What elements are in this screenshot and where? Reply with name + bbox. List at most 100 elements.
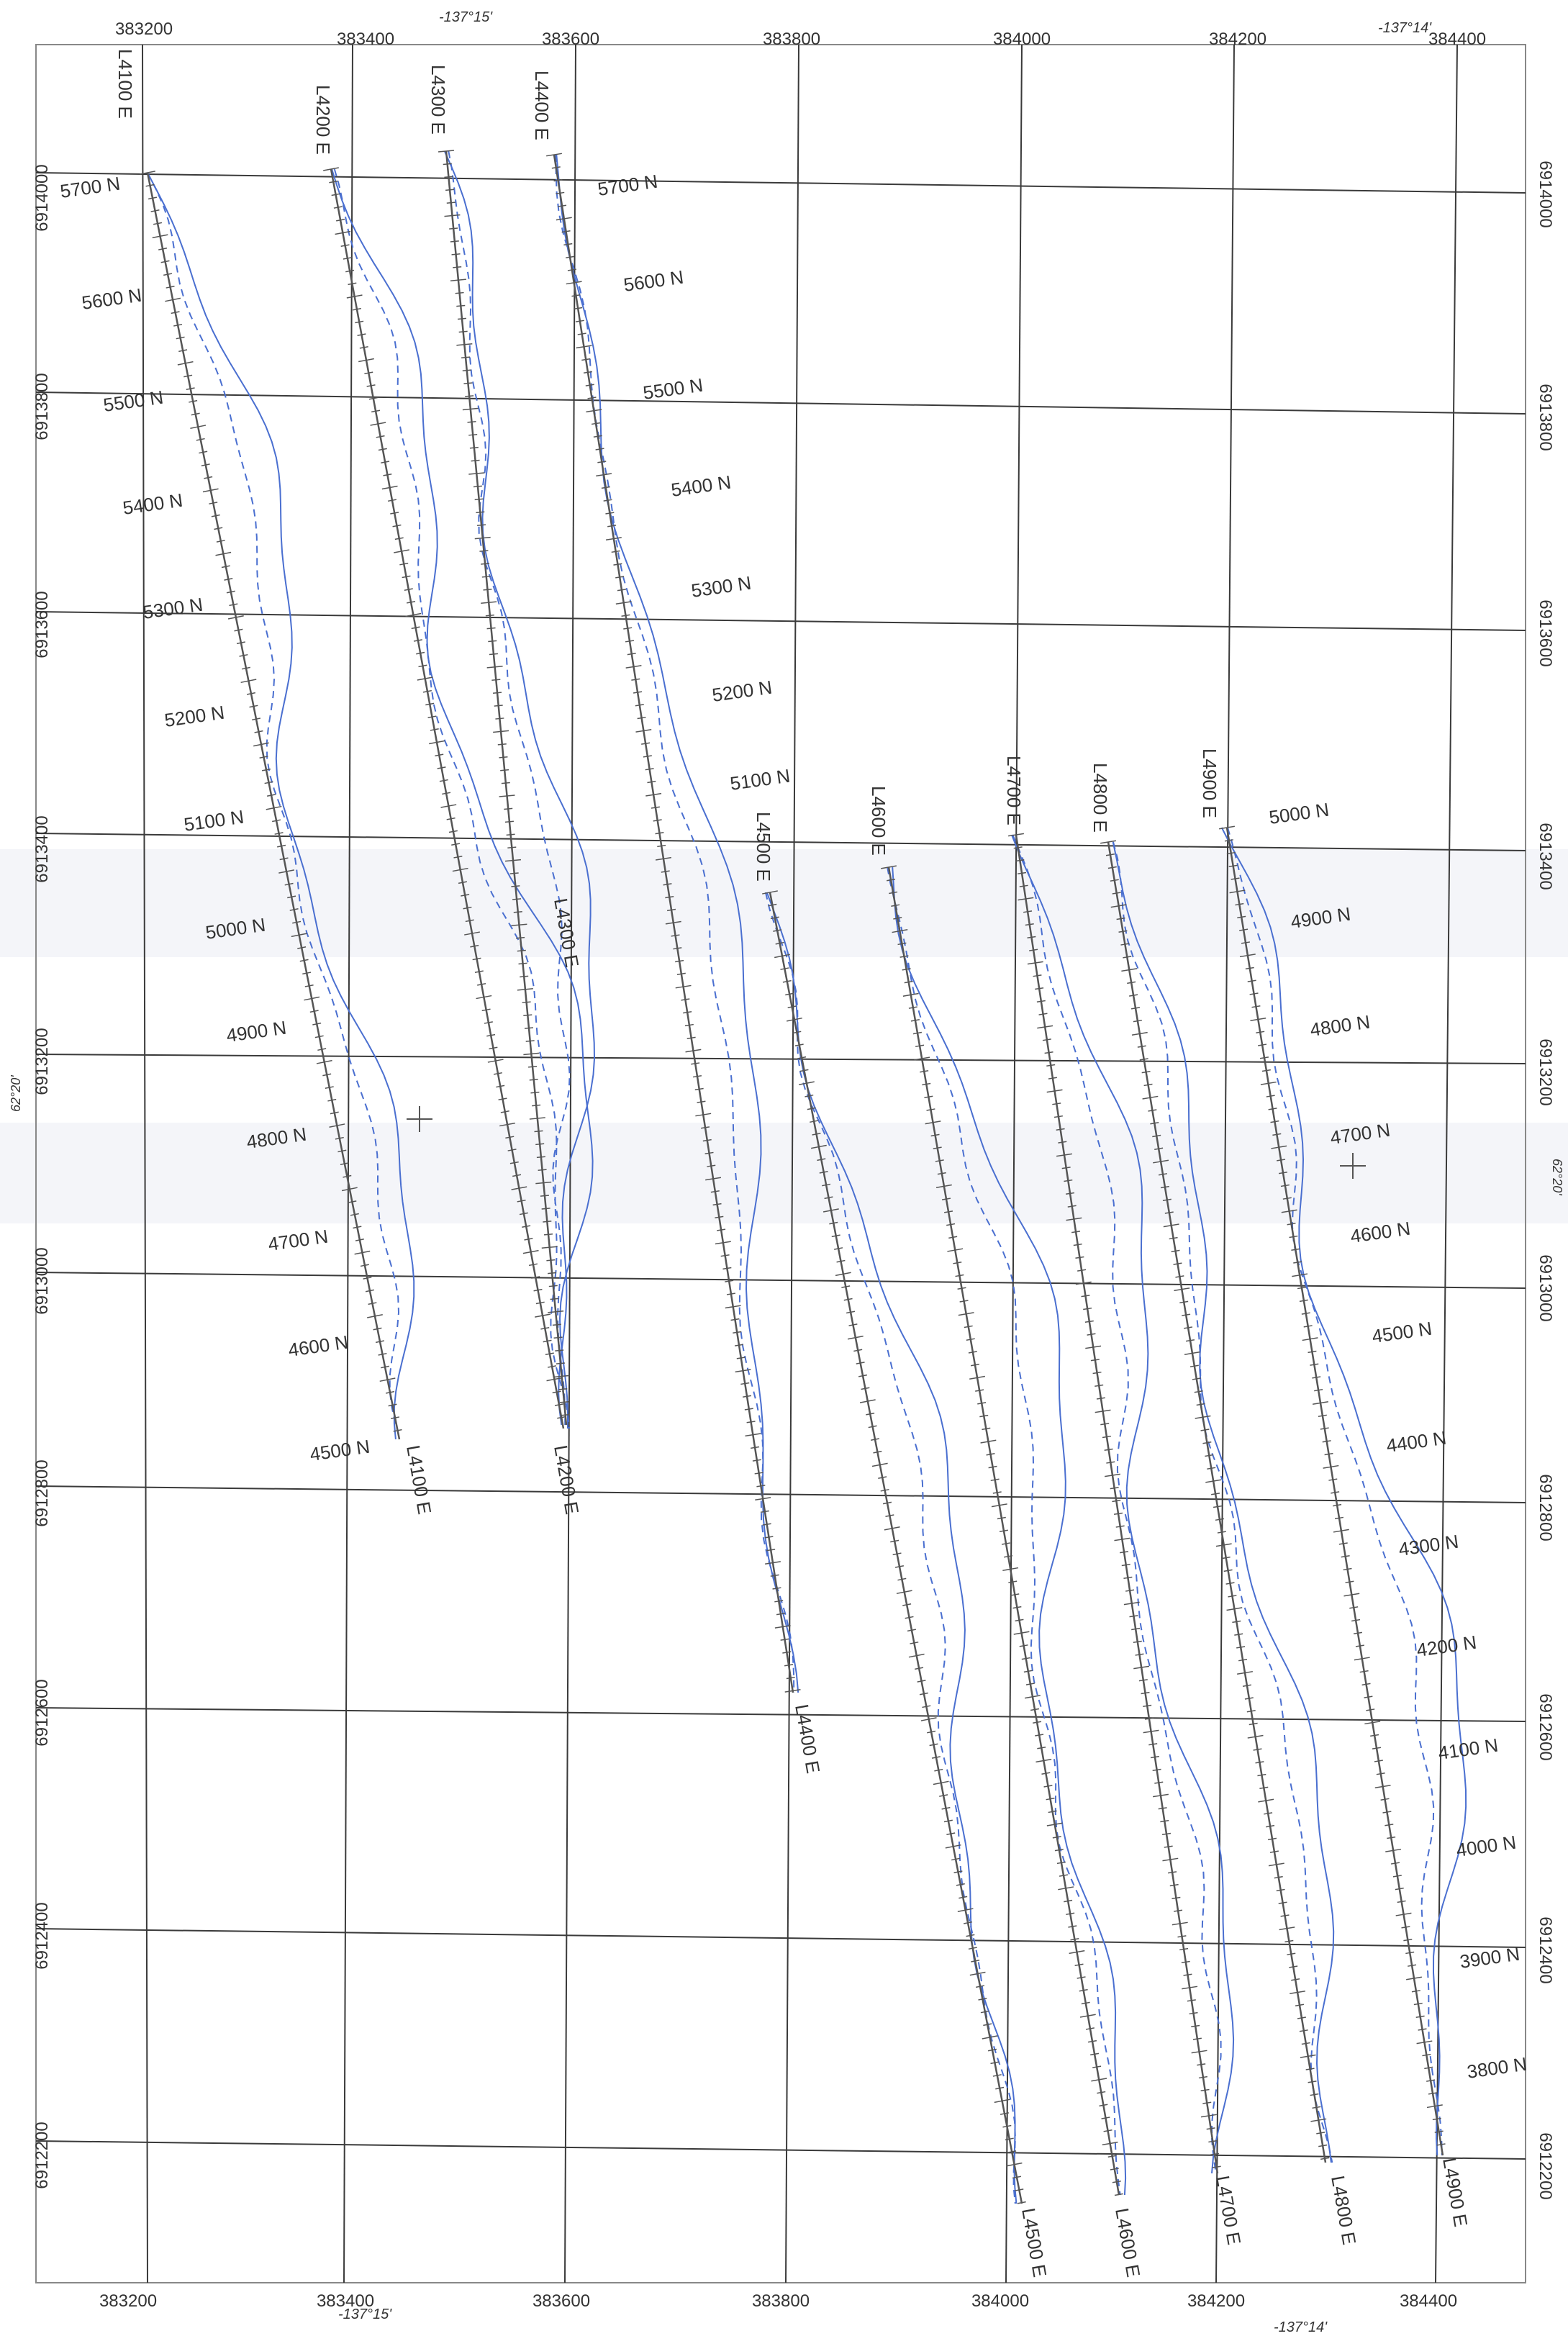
station-tick [548, 1310, 564, 1313]
station-tick [1271, 1145, 1287, 1149]
station-tick [922, 1082, 931, 1086]
easting-tick-bottom: 384200 [1187, 2291, 1245, 2311]
station-tick [327, 1098, 337, 1102]
station-tick [1175, 1275, 1184, 1278]
station-tick [896, 1590, 912, 1595]
profile-solid-L4100 [147, 172, 415, 1440]
station-tick [202, 488, 219, 493]
station-tick [335, 1136, 344, 1140]
station-tick [1116, 917, 1125, 920]
station-tick [1266, 1095, 1275, 1097]
station-tick [461, 356, 471, 359]
station-tick [1019, 884, 1028, 887]
easting-tick-top: 383200 [115, 19, 173, 39]
station-tick [1006, 2162, 1023, 2167]
station-label-west: 4500 N [309, 1436, 371, 1465]
station-label-mid: 5400 N [670, 471, 733, 501]
station-tick [199, 451, 208, 454]
station-tick [476, 995, 492, 1000]
station-tick [160, 260, 170, 263]
profile-dashed-L4900 [1227, 827, 1443, 2156]
station-tick [1413, 2002, 1423, 2006]
line-label-bottom-L4300: L4300 E [550, 897, 583, 969]
station-label-west: 5200 N [163, 702, 226, 731]
station-tick [627, 653, 636, 656]
station-tick [1107, 866, 1117, 869]
station-tick [1318, 2144, 1328, 2147]
station-tick [1081, 1295, 1090, 1298]
station-tick [1313, 1400, 1328, 1405]
station-tick [367, 1314, 383, 1318]
station-tick [1211, 1493, 1220, 1495]
station-tick [601, 486, 610, 489]
station-tick [304, 984, 314, 987]
station-tick [751, 1446, 760, 1449]
station-tick [1198, 2075, 1207, 2079]
station-tick [1042, 1038, 1051, 1041]
station-tick [1066, 1217, 1082, 1221]
station-tick [1241, 941, 1251, 944]
station-tick [1343, 1567, 1352, 1571]
station-tick [955, 1274, 964, 1277]
station-tick [190, 425, 207, 429]
station-label-west: 4900 N [225, 1017, 288, 1046]
station-tick [1104, 1473, 1120, 1477]
station-tick [997, 1516, 1006, 1520]
station-tick [1434, 2130, 1444, 2133]
station-tick [464, 931, 480, 936]
station-tick [304, 996, 320, 1001]
lon-label-bottom-right: -137°14' [1274, 2319, 1328, 2335]
station-tick [663, 883, 672, 886]
station-tick [325, 1086, 334, 1090]
station-tick [449, 227, 458, 230]
station-tick [1023, 910, 1033, 913]
station-tick [843, 1298, 853, 1301]
station-tick [746, 1421, 756, 1423]
station-tick [1097, 2091, 1106, 2094]
station-tick [1143, 1704, 1152, 1707]
station-tick [915, 1044, 925, 1048]
station-tick [1099, 2104, 1108, 2107]
station-tick [1259, 1056, 1269, 1059]
station-tick [1164, 1211, 1174, 1214]
station-tick [522, 1249, 539, 1254]
station-tick [1053, 1115, 1063, 1118]
station-tick [554, 1403, 563, 1406]
station-tick [1037, 1746, 1046, 1749]
station-tick [999, 1529, 1008, 1532]
station-tick [1054, 1848, 1064, 1852]
station-tick [1341, 1554, 1350, 1558]
station-tick [1005, 2137, 1014, 2141]
station-label-east: 4200 N [1415, 1631, 1478, 1661]
station-tick [890, 1539, 899, 1543]
station-tick [1397, 1900, 1406, 1903]
station-tick [1366, 1708, 1375, 1711]
station-tick [1403, 1938, 1413, 1942]
station-tick [1242, 1684, 1251, 1687]
station-tick [1289, 1965, 1298, 1968]
station-label-mid: 5500 N [642, 374, 704, 404]
station-tick [493, 1072, 503, 1075]
station-tick [465, 919, 474, 923]
station-tick [605, 512, 615, 515]
station-tick [917, 1680, 926, 1683]
station-tick [1370, 1734, 1379, 1737]
station-tick [829, 1221, 838, 1225]
station-tick [1192, 2037, 1202, 2040]
station-tick [1249, 992, 1259, 995]
station-tick [1297, 2016, 1306, 2019]
station-tick [1154, 1147, 1164, 1150]
station-tick [364, 371, 373, 375]
station-tick [735, 1369, 751, 1373]
station-tick [439, 779, 448, 782]
station-tick [504, 859, 522, 862]
station-tick [394, 549, 409, 553]
station-tick [425, 702, 435, 706]
survey-line-L4500 [769, 892, 1023, 2204]
station-tick [617, 589, 626, 592]
station-tick [645, 768, 654, 771]
station-tick [1314, 1389, 1323, 1392]
station-tick [1114, 2193, 1123, 2196]
lon-label-top-right: -137°14' [1378, 20, 1432, 36]
station-tick [764, 1561, 781, 1565]
